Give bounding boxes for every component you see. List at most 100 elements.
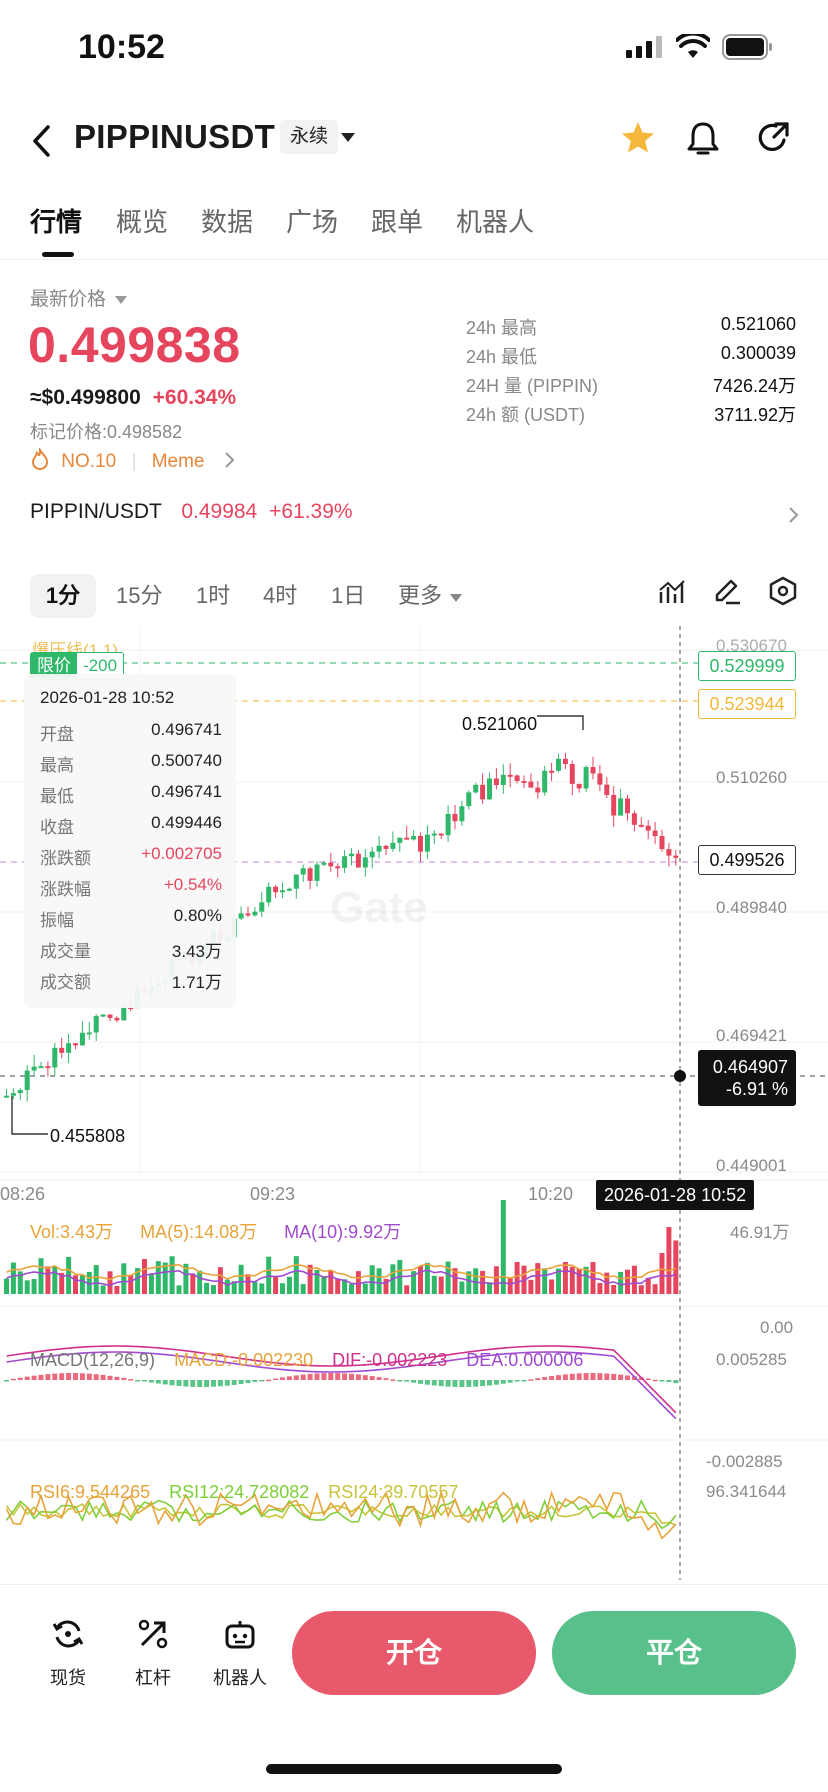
fire-icon	[31, 446, 49, 470]
volume-bar	[362, 1283, 368, 1294]
macd-bar	[500, 1380, 506, 1384]
chart-settings-icon[interactable]	[768, 576, 798, 606]
tooltip-open: 开盘 0.496741	[40, 720, 222, 744]
tab-market[interactable]: 行情	[30, 207, 83, 237]
spot-pair-row[interactable]: PIPPIN/USDT 0.49984 +61.39%	[30, 500, 800, 540]
candle	[459, 806, 465, 822]
candle	[52, 1047, 58, 1068]
volume-bar	[17, 1271, 23, 1294]
kline-chart[interactable]: Gate	[0, 626, 828, 1580]
mark-price: 0.498582	[107, 422, 183, 442]
low-price-label: 0.455808	[50, 1126, 126, 1146]
macd-bar	[300, 1374, 306, 1380]
volume-bar	[321, 1276, 327, 1294]
candle	[507, 774, 513, 777]
back-icon[interactable]	[30, 124, 54, 158]
volume-bar	[162, 1262, 168, 1294]
volume-bar	[10, 1262, 16, 1294]
candle	[107, 1014, 113, 1018]
candle	[349, 853, 354, 857]
stat-24h-low: 0.300039	[720, 343, 796, 363]
macd-bar	[169, 1380, 175, 1386]
tooltip-amplitude: 振幅 0.80%	[40, 906, 222, 930]
nav-leverage[interactable]: 杠杆	[113, 1617, 193, 1690]
candle	[514, 775, 520, 781]
candle	[73, 1043, 78, 1046]
volume-bar	[93, 1265, 99, 1294]
tab-square[interactable]: 广场	[286, 207, 339, 237]
tab-copy-trading[interactable]: 跟单	[371, 207, 424, 237]
volume-bar	[259, 1283, 265, 1294]
tags-row[interactable]: NO.10 | Meme	[30, 446, 236, 473]
indicator-icon[interactable]	[658, 578, 686, 606]
volume-bar	[176, 1285, 182, 1294]
macd-bar	[259, 1380, 265, 1382]
mark-price-row: 标记价格:0.498582	[30, 422, 183, 442]
volume-bar	[252, 1281, 258, 1294]
macd-bar	[335, 1373, 341, 1380]
share-icon[interactable]	[756, 120, 792, 156]
bell-icon[interactable]	[686, 120, 720, 158]
volume-bar	[445, 1261, 451, 1294]
candle	[245, 913, 251, 916]
star-icon[interactable]	[620, 120, 656, 156]
tab-bots[interactable]: 机器人	[456, 207, 535, 237]
draw-tool-icon[interactable]	[712, 576, 742, 606]
macd-bar	[562, 1374, 568, 1380]
macd-bar	[24, 1376, 30, 1380]
macd-bar	[93, 1374, 99, 1380]
macd-bar	[556, 1375, 561, 1380]
candle	[521, 780, 527, 783]
chevron-down-icon[interactable]	[340, 132, 356, 144]
macd-dif-line	[6, 1345, 677, 1414]
timeframe-1d[interactable]: 1日	[331, 583, 366, 608]
candle	[473, 784, 479, 793]
candle	[431, 833, 437, 836]
timeframe-1h[interactable]: 1时	[196, 583, 231, 608]
latest-price-label[interactable]: 最新价格	[30, 284, 128, 311]
open-position-button[interactable]: 开仓	[292, 1611, 536, 1695]
volume-bar	[611, 1284, 617, 1294]
volume-bar	[418, 1266, 423, 1294]
tab-data[interactable]: 数据	[201, 207, 254, 237]
macd-bar	[252, 1380, 258, 1382]
contract-type-tag[interactable]: 永续	[280, 120, 339, 154]
tooltip-close: 收盘 0.499446	[40, 813, 222, 837]
volume-bars	[4, 1200, 679, 1294]
macd-bar	[604, 1373, 610, 1380]
macd-bar	[17, 1377, 23, 1380]
volume-bar	[31, 1279, 37, 1294]
timeframe-more[interactable]: 更多	[398, 574, 463, 618]
macd-bar	[238, 1380, 244, 1385]
x-tick-2: 09:23	[250, 1184, 296, 1204]
volume-bar	[245, 1274, 251, 1294]
macd-bar	[286, 1376, 292, 1380]
macd-bar	[162, 1380, 168, 1385]
symbol-title[interactable]: PIPPINUSDT	[74, 118, 276, 155]
volume-bar	[556, 1268, 561, 1294]
macd-bar	[528, 1379, 534, 1381]
candle	[321, 862, 327, 865]
volume-bar	[404, 1285, 410, 1294]
close-position-button[interactable]: 平仓	[552, 1611, 796, 1695]
nav-robot[interactable]: 机器人	[200, 1617, 280, 1690]
volume-bar	[342, 1279, 348, 1294]
timeframe-4h[interactable]: 4时	[263, 583, 298, 608]
candle	[493, 778, 499, 786]
macd-histogram	[4, 1373, 679, 1387]
nav-spot[interactable]: 现货	[28, 1617, 108, 1690]
tab-overview[interactable]: 概览	[116, 207, 169, 237]
macd-bar	[204, 1380, 210, 1387]
macd-bar	[31, 1375, 37, 1380]
macd-bar	[79, 1373, 85, 1380]
volume-bar	[424, 1262, 430, 1294]
timeframe-15m[interactable]: 15分	[116, 583, 163, 608]
volume-bar	[493, 1266, 499, 1294]
candle	[342, 856, 348, 868]
macd-bar	[245, 1380, 251, 1384]
macd-bar	[535, 1378, 541, 1380]
timeframe-1m[interactable]: 1分	[30, 574, 96, 618]
volume-bar	[452, 1268, 458, 1294]
volume-bar	[376, 1268, 382, 1294]
macd-bar	[66, 1373, 72, 1380]
